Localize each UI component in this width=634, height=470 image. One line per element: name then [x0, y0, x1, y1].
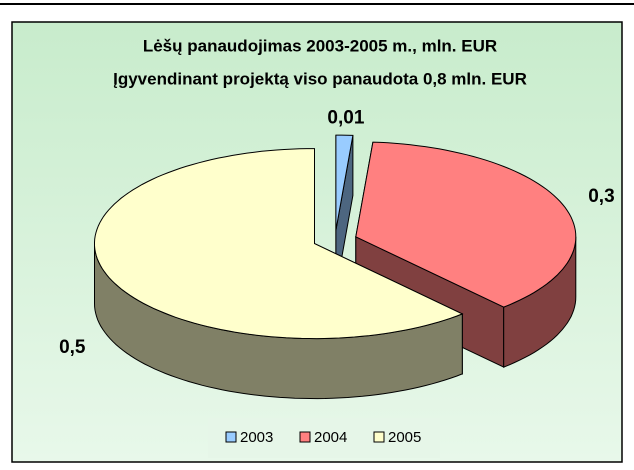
- chart-subtitle: Įgyvendinant projektą viso panaudota 0,8…: [113, 69, 527, 88]
- chart-title: Lėšų panaudojimas 2003-2005 m., mln. EUR: [143, 36, 497, 55]
- legend-swatch: [299, 431, 311, 443]
- slice: [355, 141, 577, 308]
- slice: [94, 148, 464, 340]
- slice: [335, 134, 354, 231]
- value-label: 0,01: [327, 108, 364, 129]
- pie: [94, 134, 577, 400]
- value-label: 0,3: [588, 186, 614, 207]
- value-label: 0,5: [59, 337, 86, 358]
- legend-label: 2005: [388, 429, 421, 446]
- legend-swatch: [225, 431, 237, 443]
- legend-label: 2003: [240, 429, 273, 446]
- legend-swatch: [373, 431, 385, 443]
- legend-label: 2004: [314, 429, 347, 446]
- legend-box: [208, 418, 440, 458]
